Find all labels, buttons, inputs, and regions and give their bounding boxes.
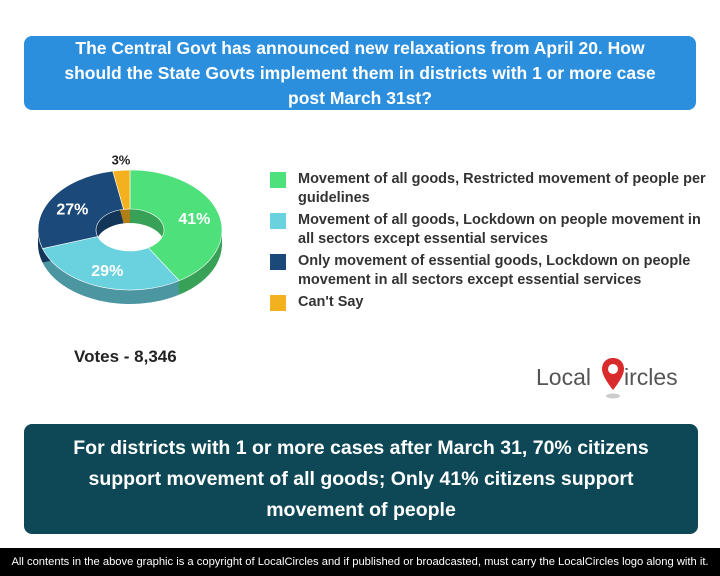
legend-swatch — [270, 213, 286, 229]
question-banner: The Central Govt has announced new relax… — [24, 36, 696, 110]
slice-value-label: 41% — [178, 211, 210, 228]
slice-value-label: 3% — [112, 152, 131, 167]
question-text: The Central Govt has announced new relax… — [64, 37, 656, 108]
legend-label: Movement of all goods, Restricted moveme… — [298, 171, 706, 206]
legend-swatch — [270, 254, 286, 270]
legend-label: Movement of all goods, Lockdown on peopl… — [298, 212, 701, 247]
donut-slice — [42, 236, 180, 291]
legend-item: Can't Say — [270, 293, 710, 312]
finding-banner: For districts with 1 or more cases after… — [24, 424, 698, 534]
legend-swatch — [270, 295, 286, 311]
legend-item: Movement of all goods, Restricted moveme… — [270, 170, 710, 208]
location-pin-icon — [602, 358, 624, 399]
legend-item: Only movement of essential goods, Lockdo… — [270, 252, 710, 290]
legend-label: Can't Say — [298, 294, 364, 310]
footer-text: All contents in the above graphic is a c… — [11, 556, 709, 568]
finding-text: For districts with 1 or more cases after… — [73, 436, 649, 521]
donut-slice — [37, 170, 125, 249]
chart-legend: Movement of all goods, Restricted moveme… — [270, 170, 710, 315]
votes-count: Votes - 8,346 — [74, 347, 177, 366]
donut-chart: 41% 29% 27% 3% — [37, 152, 223, 304]
legend-item: Movement of all goods, Lockdown on peopl… — [270, 211, 710, 249]
legend-swatch — [270, 172, 286, 188]
logo-text-local: Local — [536, 364, 591, 390]
donut-slice — [129, 169, 223, 282]
legend-label: Only movement of essential goods, Lockdo… — [298, 253, 691, 288]
slice-value-label: 29% — [91, 263, 123, 280]
slice-value-label: 27% — [56, 201, 88, 218]
donut-slice — [112, 169, 131, 210]
logo-text-ircles: ircles — [624, 364, 678, 390]
localcircles-logo: Local ircles — [536, 354, 696, 404]
copyright-footer: All contents in the above graphic is a c… — [0, 548, 720, 576]
